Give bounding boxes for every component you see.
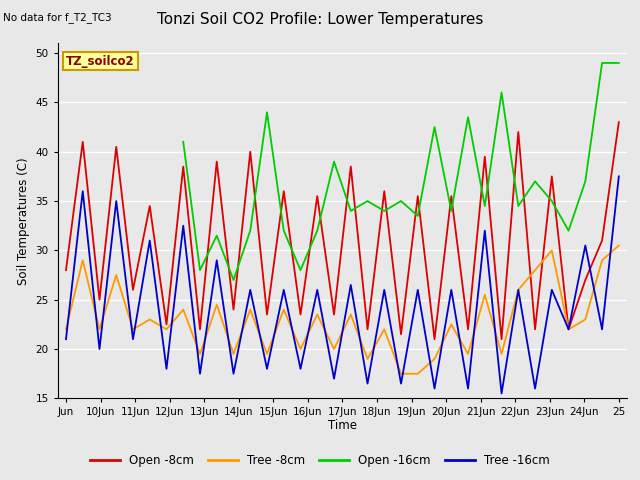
Text: No data for f_T2_TC3: No data for f_T2_TC3 <box>3 12 112 23</box>
Text: Tonzi Soil CO2 Profile: Lower Temperatures: Tonzi Soil CO2 Profile: Lower Temperatur… <box>157 12 483 27</box>
Text: TZ_soilco2: TZ_soilco2 <box>66 55 135 68</box>
Y-axis label: Soil Temperatures (C): Soil Temperatures (C) <box>17 157 30 285</box>
X-axis label: Time: Time <box>328 419 357 432</box>
Legend: Open -8cm, Tree -8cm, Open -16cm, Tree -16cm: Open -8cm, Tree -8cm, Open -16cm, Tree -… <box>86 449 554 472</box>
